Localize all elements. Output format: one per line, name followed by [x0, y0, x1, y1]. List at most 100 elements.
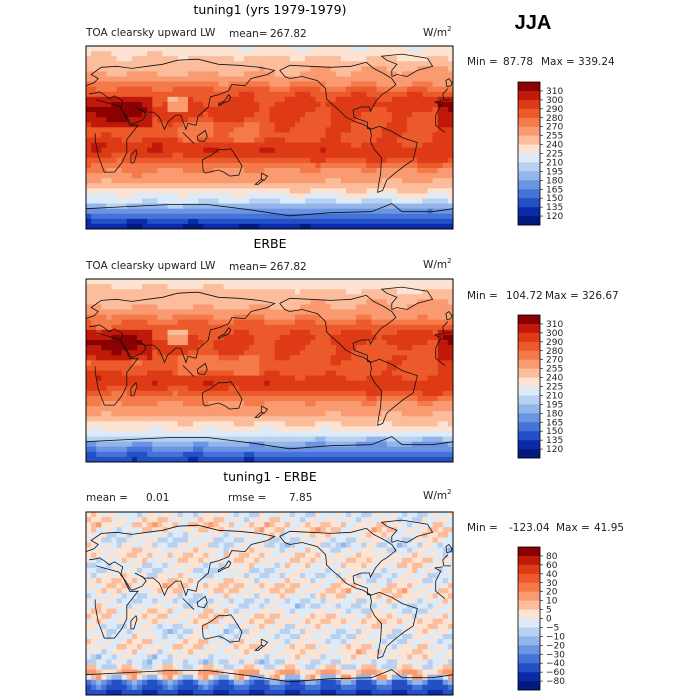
map-cell	[167, 81, 174, 88]
map-cell	[340, 401, 347, 407]
map-cell	[131, 365, 138, 371]
map-cell	[315, 350, 321, 356]
map-cell	[432, 406, 439, 412]
map-cell	[121, 66, 128, 72]
map-cell	[345, 395, 352, 402]
map-cell	[147, 117, 153, 123]
map-cell	[106, 360, 112, 366]
map-cell	[361, 416, 367, 422]
map-cell	[289, 324, 296, 331]
map-cell	[101, 137, 107, 143]
map-cell	[101, 86, 107, 93]
map-cell	[136, 157, 143, 164]
map-cell	[213, 183, 219, 189]
map-cell	[356, 66, 362, 72]
map-cell	[289, 76, 296, 82]
map-cell	[335, 345, 342, 351]
map-cell	[289, 96, 296, 103]
map-cell	[432, 101, 439, 108]
map-cell	[356, 304, 362, 310]
map-cell	[193, 96, 199, 103]
map-cell	[300, 299, 306, 305]
map-cell	[427, 319, 434, 326]
map-cell	[427, 324, 434, 331]
map-cell	[264, 390, 270, 397]
map-cell	[305, 203, 311, 210]
map-cell	[203, 395, 209, 402]
map-cell	[152, 183, 158, 189]
map-cell	[147, 416, 153, 422]
map-cell	[244, 193, 250, 199]
map-cell	[152, 218, 158, 225]
map-cell	[300, 178, 306, 184]
map-cell	[376, 345, 383, 351]
map-cell	[218, 421, 225, 427]
map-cell	[131, 299, 138, 305]
map-cell	[96, 86, 102, 93]
map-cell	[147, 218, 153, 225]
map-cell	[422, 81, 428, 88]
map-cell	[233, 66, 240, 72]
map-cell	[305, 416, 311, 422]
map-cell	[330, 370, 337, 376]
map-cell	[172, 208, 179, 215]
map-cell	[193, 350, 199, 356]
map-cell	[294, 51, 301, 57]
map-cell	[254, 173, 260, 179]
map-cell	[432, 76, 439, 82]
map-cell	[254, 421, 260, 427]
map-cell	[422, 188, 428, 194]
map-cell	[310, 294, 316, 300]
map-cell	[371, 46, 377, 52]
map-cell	[218, 137, 225, 143]
map-cell	[356, 188, 362, 194]
map-cell	[330, 193, 337, 199]
map-cell	[157, 208, 163, 215]
map-cell	[131, 152, 138, 159]
map-cell	[356, 86, 362, 93]
map-cell	[386, 334, 393, 341]
map-cell	[233, 76, 240, 82]
map-cell	[330, 360, 337, 366]
map-cell	[126, 309, 133, 315]
map-cell	[244, 122, 250, 128]
map-cell	[361, 173, 367, 179]
map-cell	[447, 395, 454, 402]
map-cell	[437, 218, 444, 225]
map-cell	[238, 61, 245, 67]
map-cell	[131, 395, 138, 402]
map-cell	[269, 51, 275, 57]
map-cell	[254, 76, 260, 82]
map-cell	[335, 411, 342, 417]
map-cell	[442, 355, 449, 361]
map-cell	[238, 107, 245, 113]
map-cell	[157, 91, 163, 98]
map-cell	[437, 152, 444, 159]
map-cell	[320, 71, 326, 77]
map-cell	[381, 137, 388, 143]
map-cell	[407, 46, 413, 52]
map-cell	[86, 178, 92, 184]
map-cell	[345, 147, 352, 154]
map-cell	[310, 122, 316, 128]
map-cell	[208, 395, 214, 402]
map-cell	[249, 162, 255, 169]
map-cell	[289, 188, 296, 194]
map-cell	[330, 334, 337, 341]
map-cell	[300, 390, 306, 397]
map-cell	[351, 178, 357, 184]
map-cell	[402, 107, 408, 113]
map-cell	[238, 117, 245, 123]
map-cell	[152, 51, 158, 57]
map-cell	[182, 370, 189, 376]
map-cell	[259, 329, 265, 336]
map-cell	[223, 401, 230, 407]
map-cell	[427, 178, 434, 184]
map-cell	[131, 223, 138, 230]
map-cell	[320, 289, 326, 295]
map-cell	[111, 178, 117, 184]
map-cell	[131, 117, 138, 123]
map-cell	[366, 380, 372, 387]
map-cell	[233, 152, 240, 159]
map-cell	[340, 380, 347, 387]
